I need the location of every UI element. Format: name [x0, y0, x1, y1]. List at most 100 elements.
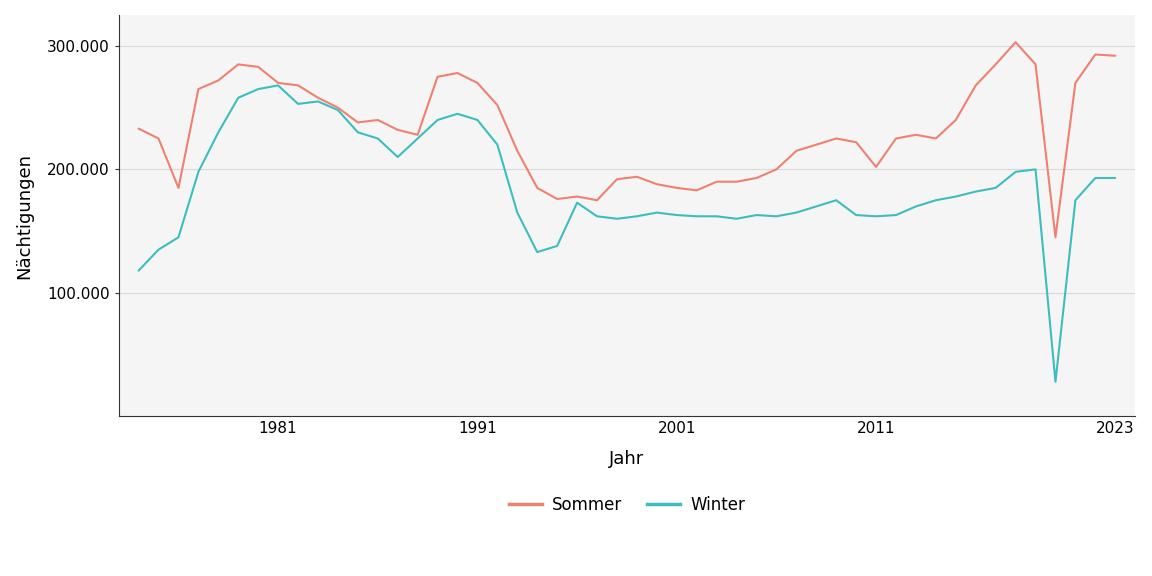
Winter	[431, 116, 445, 123]
Winter	[291, 100, 305, 107]
Sommer	[669, 184, 683, 191]
Sommer	[551, 195, 564, 202]
Sommer	[1069, 79, 1083, 86]
Sommer	[988, 61, 1002, 68]
Sommer	[212, 77, 226, 84]
Winter	[530, 249, 544, 256]
Winter	[551, 242, 564, 249]
Winter	[1009, 168, 1023, 175]
Winter	[949, 193, 963, 200]
Winter	[909, 203, 923, 210]
Winter	[929, 197, 942, 204]
Sommer	[710, 178, 723, 185]
Winter	[172, 234, 185, 241]
Sommer	[810, 141, 824, 148]
Sommer	[450, 70, 464, 77]
Winter	[331, 107, 344, 113]
X-axis label: Jahr: Jahr	[609, 450, 645, 468]
Sommer	[510, 147, 524, 154]
Sommer	[291, 82, 305, 89]
Sommer	[849, 139, 863, 146]
Winter	[669, 211, 683, 218]
Winter	[1048, 378, 1062, 385]
Winter	[810, 203, 824, 210]
Sommer	[650, 181, 664, 188]
Winter	[570, 199, 584, 206]
Winter	[212, 129, 226, 136]
Sommer	[690, 187, 704, 194]
Winter	[191, 168, 205, 175]
Sommer	[431, 73, 445, 80]
Sommer	[391, 126, 404, 133]
Winter	[750, 211, 764, 218]
Winter	[889, 211, 903, 218]
Sommer	[829, 135, 843, 142]
Winter	[869, 213, 882, 220]
Winter	[491, 141, 505, 148]
Winter	[391, 154, 404, 161]
Sommer	[570, 193, 584, 200]
Sommer	[750, 175, 764, 181]
Line: Sommer: Sommer	[138, 42, 1115, 237]
Winter	[630, 213, 644, 220]
Winter	[1108, 175, 1122, 181]
Sommer	[271, 79, 285, 86]
Sommer	[371, 116, 385, 123]
Sommer	[1009, 39, 1023, 46]
Legend: Sommer, Winter: Sommer, Winter	[502, 489, 752, 520]
Sommer	[470, 79, 484, 86]
Sommer	[152, 135, 166, 142]
Sommer	[770, 166, 783, 173]
Winter	[311, 98, 325, 105]
Winter	[789, 209, 803, 216]
Winter	[650, 209, 664, 216]
Sommer	[729, 178, 743, 185]
Sommer	[969, 82, 983, 89]
Sommer	[491, 102, 505, 109]
Line: Winter: Winter	[138, 85, 1115, 382]
Sommer	[1048, 234, 1062, 241]
Sommer	[1108, 52, 1122, 59]
Winter	[232, 94, 245, 101]
Winter	[690, 213, 704, 220]
Sommer	[131, 125, 145, 132]
Winter	[611, 215, 624, 222]
Winter	[710, 213, 723, 220]
Winter	[590, 213, 604, 220]
Sommer	[611, 176, 624, 183]
Winter	[251, 86, 265, 93]
Winter	[152, 246, 166, 253]
Sommer	[1089, 51, 1102, 58]
Winter	[411, 135, 425, 142]
Sommer	[929, 135, 942, 142]
Sommer	[191, 86, 205, 93]
Sommer	[311, 94, 325, 101]
Y-axis label: Nächtigungen: Nächtigungen	[15, 153, 33, 279]
Sommer	[889, 135, 903, 142]
Winter	[770, 213, 783, 220]
Winter	[969, 188, 983, 195]
Sommer	[411, 131, 425, 138]
Winter	[729, 215, 743, 222]
Sommer	[172, 184, 185, 191]
Sommer	[251, 63, 265, 70]
Winter	[131, 267, 145, 274]
Winter	[271, 82, 285, 89]
Sommer	[869, 164, 882, 170]
Sommer	[1029, 61, 1043, 68]
Sommer	[789, 147, 803, 154]
Winter	[1069, 197, 1083, 204]
Winter	[829, 197, 843, 204]
Winter	[849, 211, 863, 218]
Sommer	[351, 119, 365, 126]
Sommer	[909, 131, 923, 138]
Sommer	[590, 197, 604, 204]
Winter	[988, 184, 1002, 191]
Sommer	[331, 104, 344, 111]
Sommer	[630, 173, 644, 180]
Winter	[1089, 175, 1102, 181]
Sommer	[530, 184, 544, 191]
Winter	[1029, 166, 1043, 173]
Winter	[510, 209, 524, 216]
Winter	[450, 111, 464, 118]
